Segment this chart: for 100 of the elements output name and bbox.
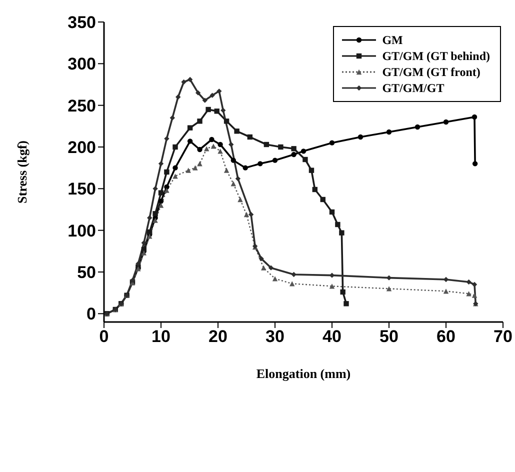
point: [329, 284, 335, 289]
point: [238, 196, 243, 202]
point: [290, 281, 295, 286]
legend-label: GM: [382, 32, 403, 48]
point: [472, 161, 478, 166]
point: [242, 165, 248, 170]
point: [386, 129, 392, 135]
point: [258, 256, 264, 262]
point: [195, 90, 201, 96]
point: [152, 186, 158, 192]
point: [472, 292, 478, 298]
point: [230, 181, 236, 186]
point: [278, 144, 284, 150]
x-tick-label: 50: [380, 327, 398, 346]
point: [344, 301, 349, 306]
x-tick-label: 30: [266, 327, 284, 346]
point: [312, 186, 318, 192]
point: [443, 119, 449, 125]
point: [197, 118, 202, 124]
point: [209, 136, 214, 142]
point: [147, 229, 152, 235]
point: [218, 142, 223, 148]
point: [216, 88, 222, 94]
point: [172, 165, 178, 170]
point: [147, 215, 152, 220]
point: [164, 169, 170, 175]
point: [329, 209, 335, 215]
y-tick-label: 100: [68, 221, 96, 240]
point: [291, 152, 296, 158]
x-tick-label: 60: [436, 327, 456, 346]
point: [164, 188, 170, 193]
point: [187, 125, 193, 130]
point: [197, 161, 202, 166]
point: [172, 174, 178, 179]
point: [218, 148, 223, 154]
point: [386, 286, 392, 292]
point: [358, 134, 364, 140]
point: [181, 79, 186, 85]
point: [235, 176, 241, 182]
y-axis-title: Stress (kgf): [14, 140, 30, 204]
point: [192, 165, 198, 170]
point: [158, 190, 164, 196]
point: [158, 202, 164, 208]
y-tick-label: 250: [68, 96, 96, 116]
y-tick-label: 150: [68, 180, 96, 199]
x-tick-label: 40: [322, 327, 342, 346]
point: [335, 222, 340, 228]
point: [268, 265, 274, 270]
x-tick-label: 0: [99, 327, 109, 346]
point: [320, 196, 326, 202]
x-tick-label: 70: [494, 327, 512, 346]
x-axis-title: Elongation (mm): [256, 366, 351, 381]
point: [187, 138, 193, 144]
point: [176, 94, 181, 100]
point: [300, 148, 306, 154]
point: [220, 108, 226, 113]
point: [186, 168, 191, 173]
point: [302, 156, 308, 162]
legend-label: GT/GM/GT: [382, 80, 444, 96]
point: [204, 146, 210, 152]
point: [466, 279, 472, 285]
x-tick-label: 20: [208, 327, 228, 346]
x-tick-label: 10: [152, 327, 170, 346]
point: [443, 288, 449, 294]
point: [264, 142, 270, 148]
point: [210, 92, 215, 98]
point: [158, 198, 164, 204]
y-tick-label: 50: [77, 263, 96, 282]
point: [339, 230, 344, 236]
point: [234, 128, 240, 134]
point: [291, 272, 296, 278]
point: [170, 115, 175, 120]
point: [247, 134, 253, 140]
point: [224, 118, 230, 124]
point: [206, 106, 211, 112]
point: [197, 146, 202, 152]
point: [202, 98, 208, 103]
point: [214, 108, 220, 114]
point: [244, 212, 250, 218]
point: [272, 158, 278, 163]
y-tick-label: 200: [68, 138, 96, 158]
point: [136, 261, 141, 266]
point: [224, 168, 230, 173]
point: [228, 142, 234, 148]
point: [230, 158, 236, 163]
point: [329, 140, 335, 146]
point: [158, 161, 164, 166]
point: [414, 124, 420, 130]
point: [472, 114, 478, 120]
point: [340, 289, 346, 295]
point: [187, 76, 193, 82]
point: [261, 265, 266, 270]
y-tick-label: 0: [86, 304, 96, 324]
y-tick-label: 350: [68, 13, 96, 32]
point: [210, 144, 216, 149]
y-tick-label: 300: [68, 54, 96, 74]
point: [258, 161, 263, 166]
point: [466, 291, 472, 296]
point: [141, 240, 146, 246]
legend-label: GT/GM (GT front): [382, 64, 480, 80]
